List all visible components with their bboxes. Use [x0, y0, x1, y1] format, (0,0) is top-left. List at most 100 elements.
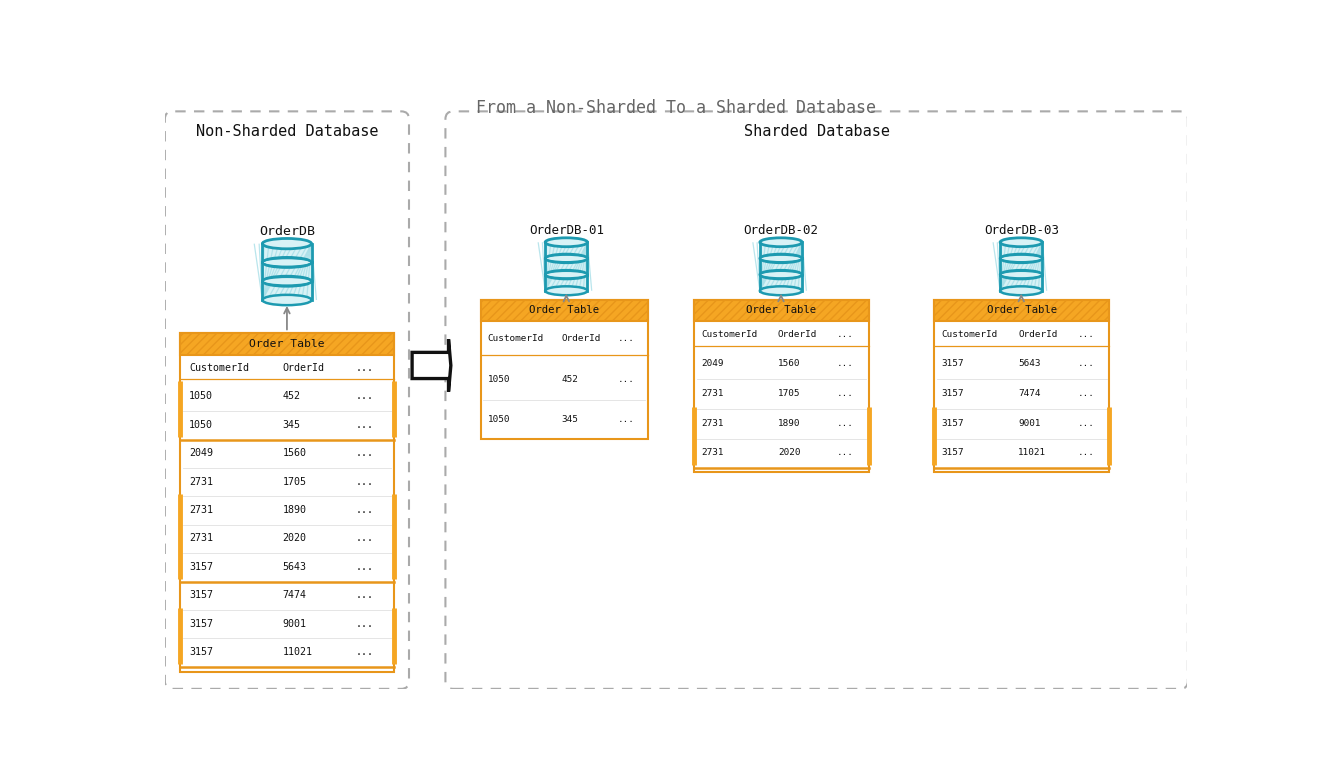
Text: Order Table: Order Table — [529, 306, 599, 316]
Text: 3157: 3157 — [942, 389, 964, 398]
Text: ...: ... — [838, 389, 855, 398]
Text: CustomerId: CustomerId — [488, 334, 543, 344]
Text: Order Table: Order Table — [249, 339, 324, 349]
Text: ...: ... — [355, 618, 373, 628]
Polygon shape — [1000, 242, 1042, 259]
Text: ...: ... — [617, 415, 634, 424]
Text: Order Table: Order Table — [747, 306, 816, 316]
FancyBboxPatch shape — [481, 300, 648, 320]
Text: ...: ... — [1078, 330, 1095, 339]
Text: ...: ... — [355, 562, 373, 572]
Text: 2731: 2731 — [189, 505, 212, 515]
Text: 1050: 1050 — [189, 420, 212, 430]
Ellipse shape — [1000, 238, 1042, 247]
Text: CustomerId: CustomerId — [189, 363, 249, 373]
FancyBboxPatch shape — [181, 333, 393, 355]
Text: ...: ... — [838, 419, 855, 428]
Text: 2049: 2049 — [189, 448, 212, 458]
Text: ...: ... — [355, 420, 373, 430]
Text: 345: 345 — [561, 415, 578, 424]
Polygon shape — [262, 262, 311, 281]
Polygon shape — [545, 275, 587, 291]
Text: ...: ... — [1078, 389, 1095, 398]
Text: ...: ... — [617, 375, 634, 384]
Text: ...: ... — [617, 334, 634, 344]
Text: CustomerId: CustomerId — [942, 330, 997, 339]
Ellipse shape — [1000, 270, 1042, 279]
Polygon shape — [1000, 259, 1042, 275]
Text: 452: 452 — [561, 375, 578, 384]
Polygon shape — [412, 339, 451, 392]
Text: ...: ... — [1078, 359, 1095, 368]
Text: ...: ... — [355, 448, 373, 458]
Text: 1560: 1560 — [282, 448, 307, 458]
FancyBboxPatch shape — [181, 333, 393, 672]
Text: 11021: 11021 — [1018, 448, 1046, 457]
Text: 3157: 3157 — [189, 647, 212, 657]
Text: ...: ... — [838, 330, 855, 339]
Polygon shape — [262, 244, 311, 262]
Text: CustomerId: CustomerId — [702, 330, 757, 339]
Text: OrderDB-01: OrderDB-01 — [529, 224, 604, 237]
Text: ...: ... — [355, 647, 373, 657]
Polygon shape — [760, 242, 802, 259]
Ellipse shape — [262, 276, 311, 286]
FancyBboxPatch shape — [934, 300, 1109, 320]
Text: 1705: 1705 — [282, 477, 307, 487]
Text: 2731: 2731 — [702, 419, 724, 428]
Ellipse shape — [545, 238, 587, 247]
Text: 1890: 1890 — [282, 505, 307, 515]
Text: 3157: 3157 — [189, 562, 212, 572]
Ellipse shape — [262, 238, 311, 248]
Text: 3157: 3157 — [942, 419, 964, 428]
Text: 11021: 11021 — [282, 647, 313, 657]
Text: 9001: 9001 — [282, 618, 307, 628]
Text: 3157: 3157 — [942, 359, 964, 368]
Polygon shape — [760, 275, 802, 291]
FancyBboxPatch shape — [694, 300, 869, 471]
Text: 7474: 7474 — [1018, 389, 1041, 398]
Ellipse shape — [262, 295, 311, 305]
Text: 452: 452 — [282, 392, 301, 402]
Ellipse shape — [760, 270, 802, 279]
Text: Non-Sharded Database: Non-Sharded Database — [195, 125, 379, 139]
FancyBboxPatch shape — [481, 300, 648, 439]
Ellipse shape — [760, 238, 802, 247]
Ellipse shape — [262, 257, 311, 268]
Text: 2731: 2731 — [702, 448, 724, 457]
FancyBboxPatch shape — [934, 300, 1109, 471]
FancyBboxPatch shape — [694, 300, 869, 320]
Text: OrderId: OrderId — [282, 363, 324, 373]
Text: 1890: 1890 — [778, 419, 801, 428]
Text: ...: ... — [355, 392, 373, 402]
Text: ...: ... — [355, 505, 373, 515]
Text: 5643: 5643 — [282, 562, 307, 572]
Text: 1705: 1705 — [778, 389, 801, 398]
Text: OrderDB-03: OrderDB-03 — [984, 224, 1059, 237]
Polygon shape — [1000, 275, 1042, 291]
Text: 2731: 2731 — [702, 389, 724, 398]
Text: 345: 345 — [282, 420, 301, 430]
Text: 2020: 2020 — [778, 448, 801, 457]
Text: 1050: 1050 — [488, 375, 510, 384]
Ellipse shape — [760, 254, 802, 263]
Text: ...: ... — [355, 363, 373, 373]
Polygon shape — [545, 242, 587, 259]
Ellipse shape — [545, 270, 587, 279]
Text: 2731: 2731 — [189, 533, 212, 543]
Polygon shape — [545, 259, 587, 275]
Text: ...: ... — [838, 448, 855, 457]
Text: 3157: 3157 — [189, 591, 212, 600]
Text: 1050: 1050 — [488, 415, 510, 424]
Ellipse shape — [545, 254, 587, 263]
Text: ...: ... — [838, 359, 855, 368]
Polygon shape — [760, 259, 802, 275]
Ellipse shape — [1000, 286, 1042, 295]
Polygon shape — [262, 281, 311, 300]
Ellipse shape — [760, 286, 802, 295]
Text: ...: ... — [355, 477, 373, 487]
Text: 2049: 2049 — [702, 359, 724, 368]
Text: ...: ... — [355, 533, 373, 543]
Text: 7474: 7474 — [282, 591, 307, 600]
Text: 9001: 9001 — [1018, 419, 1041, 428]
